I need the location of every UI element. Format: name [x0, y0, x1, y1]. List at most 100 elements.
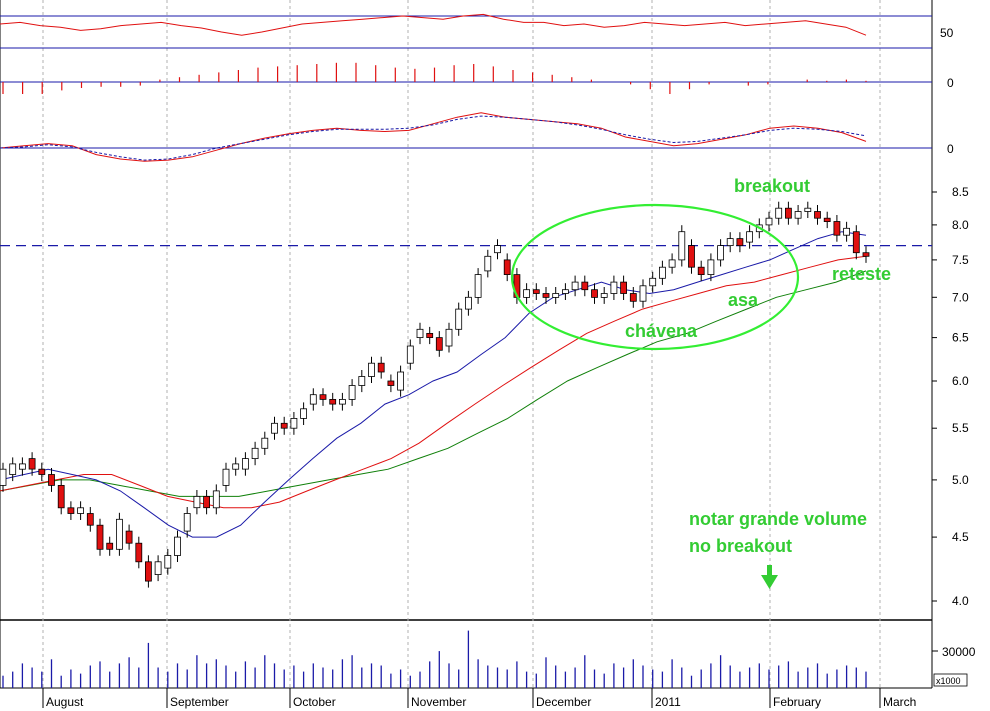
price-candle [397, 371, 405, 391]
price-candle [300, 408, 308, 419]
price-candle [591, 289, 598, 298]
price-candle [116, 518, 123, 550]
price-candle [9, 463, 17, 475]
rsi-panel: 50 [0, 13, 954, 49]
price-candle [775, 207, 783, 219]
price-candle [639, 285, 647, 302]
price-candle [688, 245, 695, 268]
price-tick-label: 7.5 [952, 253, 969, 267]
handle-label: asa [728, 290, 759, 310]
price-candle [280, 422, 288, 429]
price-tick-label: 7.0 [952, 290, 969, 304]
price-candle [271, 422, 278, 434]
volume-note-line2: no breakout [689, 536, 792, 556]
mid-moving-average [0, 255, 867, 509]
price-candle [135, 542, 143, 563]
price-candle [96, 524, 104, 550]
price-candle [387, 380, 395, 386]
price-candle [717, 245, 724, 261]
price-candle [77, 507, 84, 514]
price-panel: 8.58.07.57.06.56.05.55.04.54.0 breakout … [0, 176, 969, 608]
price-tick-label: 8.5 [952, 185, 969, 199]
price-candle [833, 221, 841, 236]
price-candle [852, 231, 860, 254]
price-tick-label: 4.0 [952, 594, 969, 608]
price-candle [455, 308, 463, 330]
price-candle [329, 398, 337, 405]
price-tick-label: 6.0 [952, 374, 969, 388]
retest-label: reteste [832, 264, 891, 284]
price-tick-label: 4.5 [952, 530, 969, 544]
price-candle [785, 207, 792, 219]
breakout-label: breakout [734, 176, 810, 196]
price-candle [154, 561, 162, 575]
price-candle [203, 495, 211, 509]
price-candle [610, 281, 618, 294]
macd-series-line [0, 112, 867, 162]
price-candle [232, 463, 240, 470]
volume-unit-box [933, 673, 968, 687]
price-candle [464, 296, 472, 310]
price-candle [57, 484, 65, 509]
price-axis-ticks: 8.5 8.0 7.5 7.0 6.5 6.0 5.5 5.0 4.5 4.0 [932, 185, 969, 608]
price-candle [668, 259, 676, 268]
price-candle [736, 238, 744, 247]
x-tick-label: December [536, 695, 591, 709]
price-candle [426, 332, 434, 338]
cup-label: chávena [625, 321, 698, 341]
price-candle [38, 468, 46, 475]
price-candle [358, 376, 366, 386]
price-candle [212, 490, 220, 509]
x-tick-label: 2011 [655, 695, 681, 709]
volume-bars [2, 630, 867, 688]
price-candle [697, 266, 705, 276]
price-candle [28, 458, 36, 470]
price-candle [843, 227, 850, 236]
price-candles [0, 201, 870, 588]
price-candle [435, 337, 443, 351]
price-candle [600, 293, 608, 298]
price-candle [193, 495, 201, 509]
price-candle [222, 468, 230, 486]
price-candle [348, 385, 356, 400]
price-candle [474, 274, 482, 298]
price-candle [503, 259, 511, 275]
vertical-gridlines [42, 0, 881, 688]
price-candle [581, 281, 589, 291]
price-candle [804, 207, 812, 212]
x-tick-label: November [411, 695, 466, 709]
price-candle [823, 217, 831, 222]
price-candle [659, 266, 666, 279]
macd-lines-panel: 0 [0, 112, 954, 162]
price-candle [377, 362, 385, 373]
price-candle [319, 394, 327, 400]
price-candle [814, 211, 821, 219]
price-candle [86, 513, 94, 526]
x-tick-label: August [46, 695, 84, 709]
price-candle [542, 293, 550, 298]
price-candle [67, 507, 75, 514]
price-candle [629, 293, 637, 302]
price-candle [309, 394, 317, 405]
x-axis: August September October November December 20… [42, 688, 916, 709]
price-candle [183, 513, 191, 532]
price-candle [261, 437, 269, 449]
price-candle [251, 447, 259, 459]
price-candle [241, 458, 249, 470]
price-candle [746, 231, 753, 243]
signal-series-line [0, 115, 867, 161]
price-candle [523, 289, 530, 298]
price-candle [552, 293, 560, 298]
macd-tick-label: 0 [947, 142, 954, 156]
volume-panel: 30000 x1000 [2, 630, 976, 688]
price-candle [649, 277, 657, 287]
price-tick-label: 6.5 [952, 331, 969, 345]
price-candle [707, 259, 715, 275]
histogram-tick-label: 0 [947, 76, 954, 90]
price-candle [620, 281, 627, 294]
price-candle [678, 231, 686, 261]
price-candle [406, 345, 414, 364]
cup-ellipse-annotation [510, 203, 800, 351]
